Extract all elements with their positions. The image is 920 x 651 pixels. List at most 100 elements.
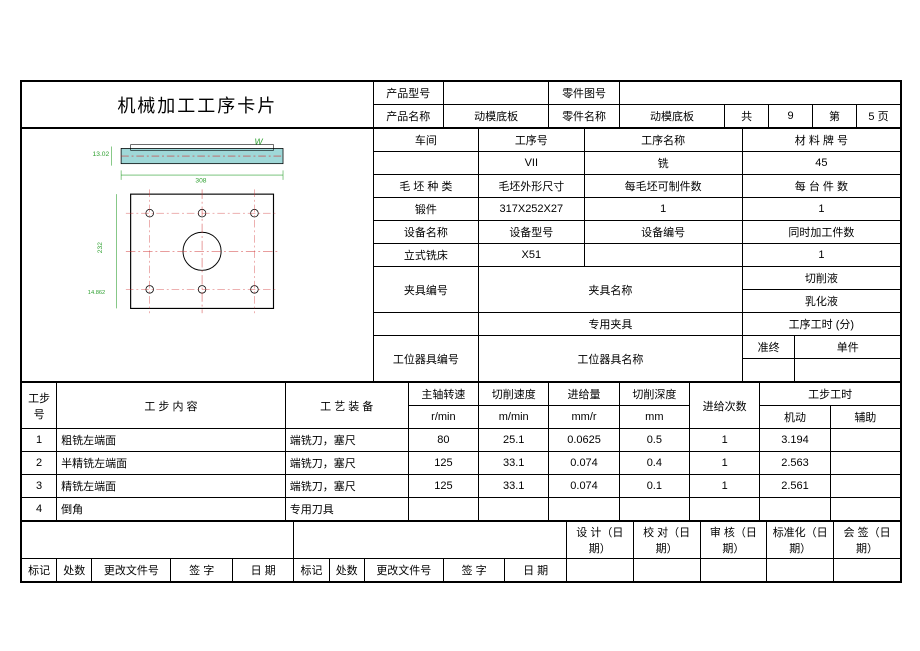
cell-depth: 0.4 (619, 452, 689, 475)
lbl-sig: 签 字 (171, 559, 233, 582)
val-prep (742, 359, 795, 382)
lbl-equip-model: 设备型号 (479, 221, 584, 244)
val-process-name: 铣 (584, 152, 742, 175)
val-fixture-no (373, 313, 478, 336)
footer-table: 设 计（日 期） 校 对（日期） 审 核（日期） 标准化（日期） 会 签（日期）… (21, 521, 901, 582)
val-blank-type: 锻件 (373, 198, 478, 221)
lbl-blank-dim: 毛坯外形尺寸 (479, 175, 584, 198)
svg-text:13.02: 13.02 (93, 151, 110, 158)
cell-no: 2 (22, 452, 57, 475)
svg-text:W: W (254, 137, 263, 147)
val-coolant: 乳化液 (742, 290, 900, 313)
val-product-model (443, 82, 548, 105)
lbl-per-blank: 每毛坯可制件数 (584, 175, 742, 198)
cell-count: 1 (690, 475, 760, 498)
lbl-standard: 标准化（日期） (767, 522, 834, 559)
cell-depth (619, 498, 689, 521)
cell-count: 1 (690, 452, 760, 475)
val-review (700, 559, 767, 582)
cell-aux (830, 475, 900, 498)
val-unit (795, 359, 901, 382)
lbl-per-unit: 每 台 件 数 (742, 175, 900, 198)
val-page: 5 (868, 111, 874, 123)
cell-spindle (408, 498, 478, 521)
cell-content: 精铣左端面 (57, 475, 286, 498)
val-check (633, 559, 700, 582)
steps-table: 工步号 工 步 内 容 工 艺 装 备 主轴转速 切削速度 进给量 切削深度 进… (21, 382, 901, 521)
hdr-machine: 机动 (760, 406, 830, 429)
val-equip-no (584, 244, 742, 267)
lbl-date2: 日 期 (505, 559, 567, 582)
cell-aux (830, 452, 900, 475)
val-sign (834, 559, 901, 582)
val-concurrent: 1 (742, 244, 900, 267)
lbl-unit: 单件 (795, 336, 901, 359)
val-product-name: 动模底板 (443, 105, 548, 128)
table-row: 3精铣左端面端铣刀，塞尺12533.10.0740.112.561 (22, 475, 901, 498)
val-fixture-name: 专用夹具 (479, 313, 743, 336)
lbl-design: 设 计（日 期） (566, 522, 633, 559)
val-part-name: 动模底板 (619, 105, 724, 128)
lbl-process-time: 工序工时 (分) (742, 313, 900, 336)
cell-count: 1 (690, 429, 760, 452)
process-card: 机械加工工序卡片 产品型号 零件图号 产品名称 动模底板 零件名称 动模底板 共… (20, 80, 902, 583)
footer-blank-l (22, 522, 294, 559)
lbl-material: 材 料 牌 号 (742, 129, 900, 152)
cell-no: 3 (22, 475, 57, 498)
cell-content: 半精铣左端面 (57, 452, 286, 475)
hdr-feed-u: mm/r (549, 406, 619, 429)
lbl-workshop: 车间 (373, 129, 478, 152)
header-table: 机械加工工序卡片 产品型号 零件图号 产品名称 动模底板 零件名称 动模底板 共… (21, 81, 901, 128)
cell-equip: 端铣刀，塞尺 (285, 475, 408, 498)
cell-machine: 2.561 (760, 475, 830, 498)
lbl-coolant: 切削液 (742, 267, 900, 290)
hdr-step-no: 工步号 (22, 383, 57, 429)
cell-spindle: 125 (408, 475, 478, 498)
cell-aux (830, 498, 900, 521)
lbl-change: 更改文件号 (92, 559, 171, 582)
lbl-date: 日 期 (232, 559, 294, 582)
lbl-change2: 更改文件号 (364, 559, 443, 582)
page-cell: 5 页 (857, 105, 901, 128)
table-row: 2半精铣左端面端铣刀，塞尺12533.10.0740.412.563 (22, 452, 901, 475)
lbl-product-model: 产品型号 (373, 82, 443, 105)
lbl-mark2: 标记 (294, 559, 329, 582)
cell-no: 1 (22, 429, 57, 452)
hdr-equipment: 工 艺 装 备 (285, 383, 408, 429)
cell-spindle: 80 (408, 429, 478, 452)
lbl-fixture-no: 夹具编号 (373, 267, 478, 313)
val-blank-dim: 317X252X27 (479, 198, 584, 221)
cell-aux (830, 429, 900, 452)
val-process-no: VII (479, 152, 584, 175)
hdr-spindle: 主轴转速 (408, 383, 478, 406)
cell-feed: 0.074 (549, 475, 619, 498)
cell-equip: 端铣刀，塞尺 (285, 452, 408, 475)
cell-count (690, 498, 760, 521)
lbl-blank-type: 毛 坯 种 类 (373, 175, 478, 198)
val-per-blank: 1 (584, 198, 742, 221)
lbl-fixture-name: 夹具名称 (479, 267, 743, 313)
info-table: W 13.02 308 (21, 128, 901, 382)
cell-machine (760, 498, 830, 521)
hdr-cutspeed-u: m/min (479, 406, 549, 429)
lbl-part-name: 零件名称 (549, 105, 619, 128)
drawing-area: W 13.02 308 (22, 129, 374, 382)
lbl-mark: 标记 (22, 559, 57, 582)
cell-depth: 0.1 (619, 475, 689, 498)
cell-feed: 0.074 (549, 452, 619, 475)
lbl-loc: 处数 (57, 559, 92, 582)
val-material: 45 (742, 152, 900, 175)
table-row: 4倒角专用刀具 (22, 498, 901, 521)
hdr-content: 工 步 内 容 (57, 383, 286, 429)
svg-text:308: 308 (195, 178, 206, 185)
lbl-equip-name: 设备名称 (373, 221, 478, 244)
hdr-feedcount: 进给次数 (690, 383, 760, 429)
lbl-check: 校 对（日期） (633, 522, 700, 559)
cell-machine: 2.563 (760, 452, 830, 475)
hdr-depth-u: mm (619, 406, 689, 429)
hdr-steptime: 工步工时 (760, 383, 901, 406)
lbl-review: 审 核（日期） (700, 522, 767, 559)
cell-feed: 0.0625 (549, 429, 619, 452)
val-equip-model: X51 (479, 244, 584, 267)
cell-speed: 33.1 (479, 452, 549, 475)
